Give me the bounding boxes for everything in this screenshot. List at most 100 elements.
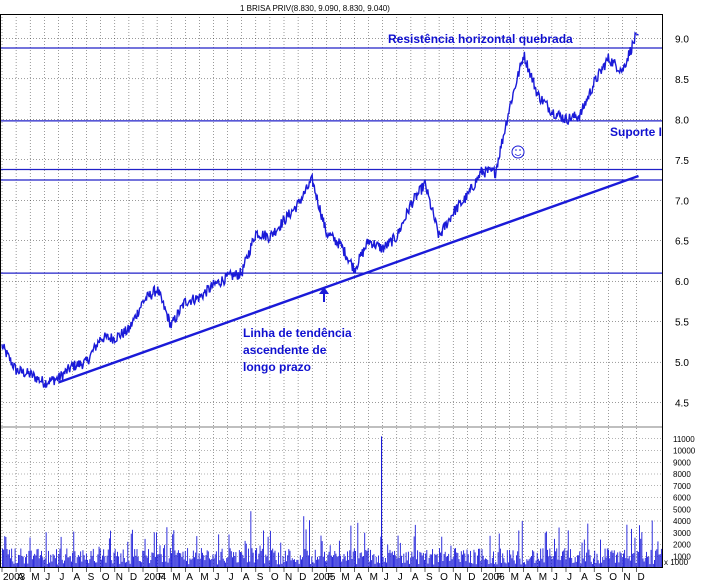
x-tick-label: J	[229, 572, 234, 582]
volume-bar	[585, 561, 586, 568]
volume-bar	[655, 550, 657, 568]
volume-bar	[281, 563, 283, 568]
trendline	[57, 174, 639, 384]
volume-bar	[425, 553, 427, 568]
volume-bar	[166, 527, 168, 568]
volume-bar	[595, 563, 597, 568]
volume-bar	[416, 559, 417, 568]
volume-bar	[107, 549, 109, 568]
volume-bar	[540, 548, 542, 568]
volume-bar	[396, 558, 398, 568]
volume-bar	[505, 563, 507, 568]
volume-bar	[248, 548, 249, 568]
volume-bar	[181, 556, 183, 568]
volume-bar	[471, 563, 473, 568]
volume-bar	[310, 564, 312, 568]
volume-bar	[269, 531, 271, 568]
x-tick-label: A	[74, 572, 81, 582]
volume-bar	[8, 549, 10, 568]
x-tick-label: 2004	[144, 572, 167, 582]
volume-bar	[542, 548, 544, 568]
volume-bar	[397, 535, 399, 568]
volume-bar	[192, 550, 194, 568]
volume-bar	[125, 562, 126, 568]
volume-bar	[16, 562, 18, 568]
volume-bar	[95, 562, 97, 568]
volume-bar	[391, 551, 393, 568]
volume-bar	[129, 563, 131, 568]
volume-bar	[401, 555, 402, 568]
volume-bar	[257, 559, 259, 568]
volume-bar	[378, 555, 379, 568]
horizontal-levels	[0, 47, 663, 274]
volume-bar	[389, 549, 391, 568]
volume-bar	[589, 555, 591, 568]
volume-bar	[215, 551, 217, 568]
volume-bar	[81, 561, 83, 568]
volume-bar	[365, 550, 367, 568]
volume-bar	[225, 562, 226, 568]
volume-bar	[214, 554, 216, 568]
volume-bar	[510, 554, 512, 568]
volume-bar	[11, 548, 13, 568]
volume-bar	[150, 560, 152, 568]
volume-bar	[566, 550, 568, 568]
volume-bar	[381, 436, 383, 568]
volume-bar	[304, 549, 306, 568]
x-tick-label: D	[299, 572, 306, 582]
volume-bar	[468, 562, 470, 568]
volume-bar	[642, 558, 644, 568]
x-tick-label: S	[257, 572, 264, 582]
volume-bar	[625, 558, 627, 568]
volume-bar	[606, 548, 608, 568]
x-tick-label: F	[327, 572, 333, 582]
volume-bar	[104, 556, 106, 568]
volume-bar	[562, 551, 563, 568]
volume-tick-label: 5000	[673, 505, 691, 514]
volume-bar	[79, 556, 80, 568]
volume-bar	[407, 551, 409, 568]
volume-bar	[472, 563, 474, 568]
volume-bar	[370, 549, 371, 568]
volume-bar	[71, 561, 72, 568]
volume-bar	[318, 559, 320, 568]
volume-bar	[56, 549, 57, 568]
volume-bar	[246, 562, 248, 568]
volume-bar	[344, 556, 346, 568]
volume-bar	[404, 562, 406, 568]
volume-bar	[4, 536, 6, 568]
volume-bar	[137, 556, 139, 568]
volume-bar	[587, 523, 589, 568]
volume-bar	[483, 559, 485, 568]
volume-bar	[384, 558, 386, 568]
volume-bar	[418, 564, 420, 568]
volume-bar	[411, 551, 413, 568]
volume-bar	[524, 562, 525, 568]
volume-bar	[343, 554, 345, 568]
volume-bar	[73, 531, 75, 568]
volume-bar	[337, 556, 339, 568]
volume-bar	[571, 558, 573, 568]
y-axis: 4.5 5.0 5.5 6.0 6.5 7.0 7.5 8.0 8.5 9.0 1000 2000 30…	[673, 34, 696, 561]
volume-bar	[87, 559, 88, 568]
volume-bar	[230, 551, 232, 568]
x-tick-label: O	[609, 572, 617, 582]
volume-bar	[451, 559, 453, 568]
x-tick-label: 2003	[3, 572, 26, 582]
volume-bar	[296, 559, 298, 568]
volume-bar	[292, 559, 294, 568]
volume-bar	[635, 563, 637, 568]
volume-bar	[289, 550, 291, 568]
volume-bar	[522, 562, 524, 568]
volume-bar	[525, 564, 527, 568]
volume-bar	[114, 548, 116, 568]
volume-bar	[167, 562, 169, 568]
volume-bar	[575, 561, 577, 568]
volume-bar	[102, 555, 103, 568]
volume-bar	[202, 552, 203, 568]
volume-bar	[422, 552, 424, 568]
x-tick-label: O	[271, 572, 279, 582]
volume-bars	[2, 436, 662, 568]
